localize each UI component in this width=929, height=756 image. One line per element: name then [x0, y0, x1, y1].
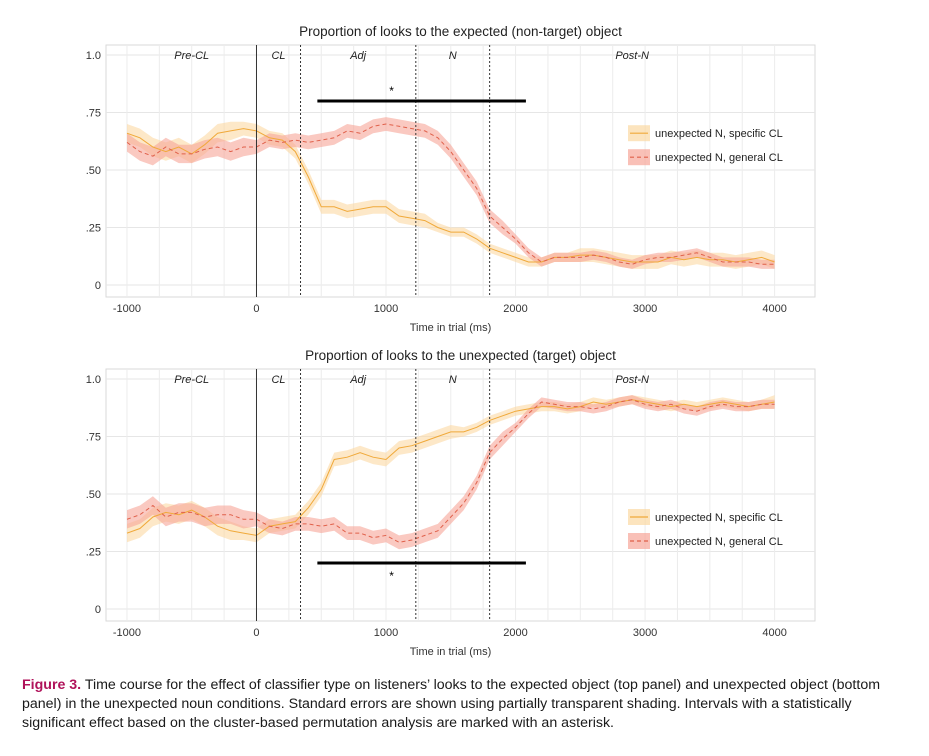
- plot-area: [105, 44, 816, 298]
- region-label: CL: [271, 374, 285, 386]
- x-tick-label: 4000: [762, 627, 786, 639]
- caption-label: Figure 3.: [22, 677, 82, 693]
- series-line: [126, 128, 775, 263]
- legend-label: unexpected N, specific CL: [655, 128, 783, 140]
- x-tick-label: 2000: [503, 303, 527, 315]
- caption-text: Time course for the effect of classifier…: [22, 677, 881, 731]
- x-tick-label: -1000: [113, 627, 141, 639]
- legend-label: unexpected N, general CL: [655, 536, 783, 548]
- plot-area: [105, 368, 816, 622]
- region-label: Post-N: [615, 50, 649, 62]
- x-tick-label: 3000: [633, 303, 657, 315]
- series-line: [126, 399, 775, 543]
- series-line: [126, 399, 775, 536]
- region-label: Pre-CL: [174, 50, 209, 62]
- region-label: N: [449, 374, 457, 386]
- region-label: Adj: [349, 374, 366, 386]
- region-label: Adj: [349, 50, 366, 62]
- series-line: [126, 123, 775, 265]
- y-tick-label: .50: [86, 489, 101, 501]
- x-tick-label: 3000: [633, 627, 657, 639]
- region-label: Post-N: [615, 374, 649, 386]
- region-label: CL: [271, 50, 285, 62]
- x-tick-label: 0: [253, 303, 259, 315]
- x-tick-label: 2000: [503, 627, 527, 639]
- region-label: N: [449, 50, 457, 62]
- y-tick-label: .25: [86, 547, 101, 559]
- legend-label: unexpected N, specific CL: [655, 512, 783, 524]
- y-tick-label: .75: [86, 108, 101, 120]
- x-tick-label: 1000: [374, 627, 398, 639]
- x-axis-label: Time in trial (ms): [410, 646, 491, 658]
- y-tick-label: 1.0: [86, 50, 101, 62]
- x-tick-label: 1000: [374, 303, 398, 315]
- x-tick-label: 4000: [762, 303, 786, 315]
- legend-label: unexpected N, general CL: [655, 152, 783, 164]
- y-tick-label: 1.0: [86, 374, 101, 386]
- region-label: Pre-CL: [174, 374, 209, 386]
- y-tick-label: .50: [86, 165, 101, 177]
- y-tick-label: .75: [86, 432, 101, 444]
- figure-canvas: Proportion of looks to the expected (non…: [86, 24, 816, 658]
- se-band: [127, 117, 775, 269]
- significance-asterisk: *: [389, 84, 394, 98]
- y-tick-label: 0: [95, 280, 101, 292]
- x-tick-label: 0: [253, 627, 259, 639]
- chart-title: Proportion of looks to the expected (non…: [299, 24, 622, 39]
- y-tick-label: .25: [86, 223, 101, 235]
- x-axis-label: Time in trial (ms): [410, 322, 491, 334]
- significance-asterisk: *: [389, 569, 394, 583]
- y-tick-label: 0: [95, 604, 101, 616]
- x-tick-label: -1000: [113, 303, 141, 315]
- se-band: [127, 395, 775, 550]
- figure-caption: Figure 3. Time course for the effect of …: [22, 676, 902, 733]
- chart-title: Proportion of looks to the unexpected (t…: [305, 348, 616, 363]
